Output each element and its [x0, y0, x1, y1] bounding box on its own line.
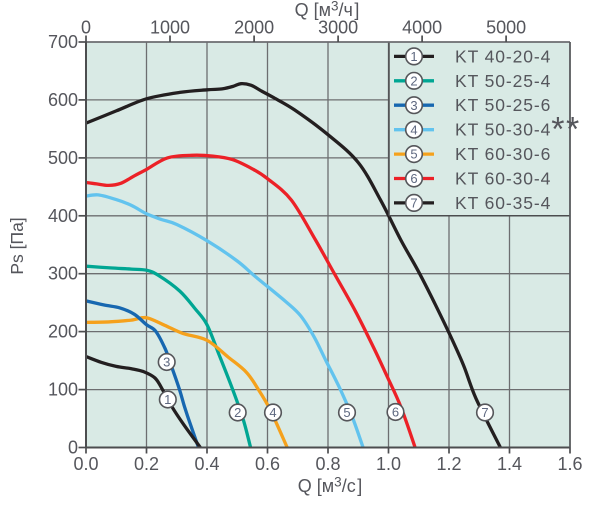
- svg-text:0.6: 0.6: [255, 454, 280, 474]
- svg-text:4: 4: [269, 405, 276, 420]
- svg-text:7: 7: [481, 405, 488, 420]
- svg-text:2: 2: [234, 405, 241, 420]
- svg-text:0.4: 0.4: [194, 454, 219, 474]
- svg-text:4: 4: [410, 122, 417, 137]
- svg-text:0.8: 0.8: [315, 454, 340, 474]
- svg-text:2: 2: [410, 73, 417, 88]
- svg-text:7: 7: [410, 196, 417, 211]
- svg-text:Q [м3/с]: Q [м3/с]: [298, 475, 362, 497]
- svg-text:0: 0: [81, 18, 91, 38]
- svg-text:0.0: 0.0: [73, 454, 98, 474]
- svg-text:500: 500: [48, 148, 78, 168]
- svg-text:1.0: 1.0: [376, 454, 401, 474]
- svg-text:6: 6: [392, 405, 399, 420]
- svg-text:Ps [Па]: Ps [Па]: [7, 217, 27, 274]
- svg-text:KT 40-20-4: KT 40-20-4: [455, 46, 551, 66]
- svg-text:6: 6: [410, 171, 417, 186]
- svg-text:3: 3: [410, 98, 417, 113]
- svg-text:KT 60-35-4: KT 60-35-4: [455, 193, 551, 213]
- svg-text:KT 60-30-6: KT 60-30-6: [455, 144, 551, 164]
- svg-text:2000: 2000: [234, 18, 274, 38]
- svg-text:5: 5: [343, 405, 350, 420]
- svg-text:1.2: 1.2: [436, 454, 461, 474]
- svg-text:3: 3: [163, 355, 170, 370]
- svg-text:4000: 4000: [402, 18, 442, 38]
- svg-text:600: 600: [48, 90, 78, 110]
- svg-text:700: 700: [48, 32, 78, 52]
- svg-text:0.2: 0.2: [134, 454, 159, 474]
- svg-text:KT 50-25-6: KT 50-25-6: [455, 95, 551, 115]
- svg-text:100: 100: [48, 380, 78, 400]
- svg-text:300: 300: [48, 264, 78, 284]
- svg-text:1.4: 1.4: [497, 454, 522, 474]
- svg-text:1: 1: [164, 392, 171, 407]
- svg-text:1000: 1000: [150, 18, 190, 38]
- svg-text:5: 5: [410, 147, 417, 162]
- svg-text:400: 400: [48, 206, 78, 226]
- svg-text:KT 60-30-4: KT 60-30-4: [455, 169, 551, 189]
- svg-text:1: 1: [410, 49, 417, 64]
- svg-text:KT 50-25-4: KT 50-25-4: [455, 71, 551, 91]
- svg-text:200: 200: [48, 322, 78, 342]
- svg-text:0: 0: [68, 438, 78, 458]
- svg-text:Q [м3/ч]: Q [м3/ч]: [295, 0, 360, 20]
- svg-text:5000: 5000: [486, 18, 526, 38]
- svg-text:1.6: 1.6: [557, 454, 582, 474]
- svg-text:3000: 3000: [318, 18, 358, 38]
